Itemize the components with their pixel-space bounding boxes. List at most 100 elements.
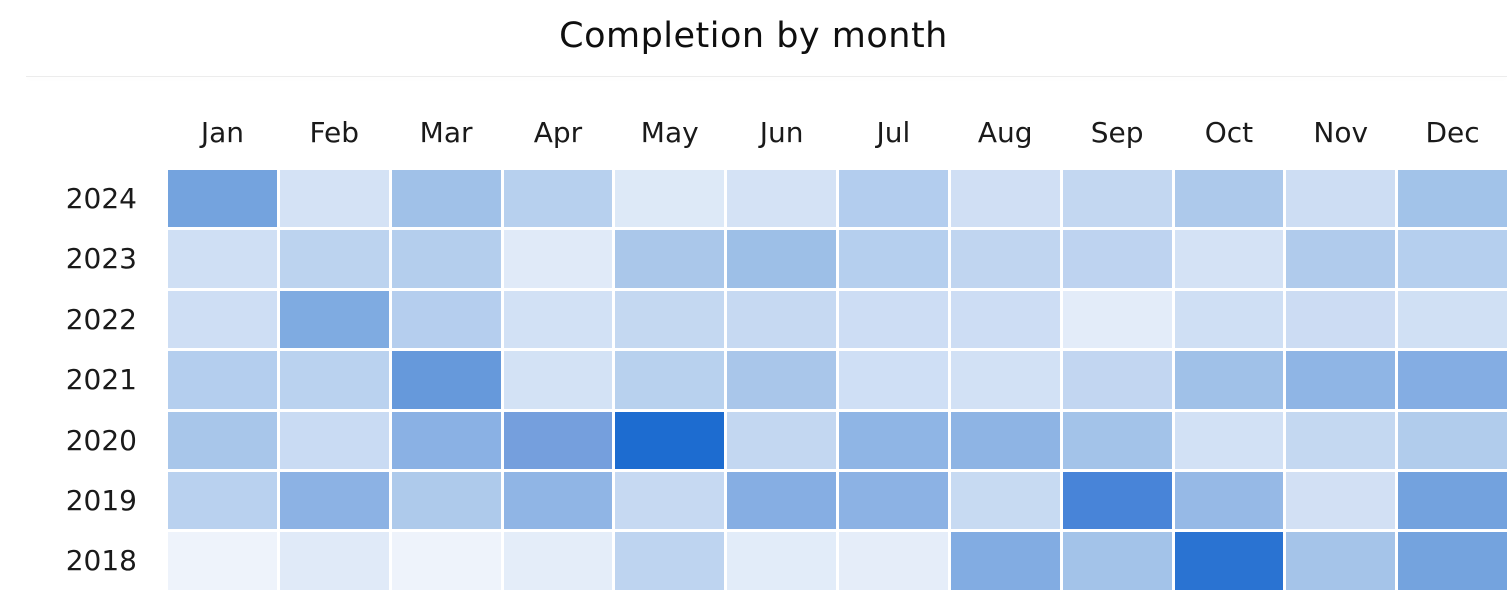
heatmap-cell (1286, 471, 1396, 530)
heatmap-cell (839, 170, 948, 228)
title-divider (26, 76, 1507, 77)
month-label: Dec (1425, 116, 1480, 149)
heatmap-cell (950, 351, 1060, 409)
heatmap-cell (1398, 230, 1507, 288)
heatmap-cell (1174, 471, 1284, 530)
heatmap-cell (391, 230, 501, 288)
heatmap-cell (615, 351, 725, 409)
heatmap-cell (1174, 411, 1284, 469)
heatmap-cell (1174, 532, 1284, 590)
heatmap-cell (615, 471, 725, 530)
heatmap-cell (1398, 532, 1507, 590)
year-label: 2019 (65, 483, 137, 517)
heatmap-cell (1286, 411, 1396, 469)
month-label: Feb (309, 116, 360, 149)
heatmap-cell (279, 230, 389, 288)
heatmap-grid (168, 170, 1507, 590)
heatmap-cell (1398, 170, 1507, 228)
heatmap-cell (391, 471, 501, 530)
year-label: 2018 (65, 544, 137, 578)
heatmap-cell (727, 170, 836, 228)
heatmap-cell (1286, 351, 1396, 409)
heatmap-cell (168, 290, 277, 349)
month-header-row: Jan Feb Mar Apr May Jun Jul Aug Sep Oct Nov Dec (168, 110, 1507, 156)
heatmap-cell (727, 290, 836, 349)
heatmap-cell (168, 170, 277, 228)
heatmap-cell (279, 170, 389, 228)
heatmap-cell (279, 471, 389, 530)
month-label: Apr (533, 116, 583, 149)
heatmap-cell (279, 351, 389, 409)
heatmap-cell (391, 532, 501, 590)
heatmap-cell (168, 471, 277, 530)
heatmap-cell (1398, 351, 1507, 409)
heatmap-cell (950, 170, 1060, 228)
heatmap-cell (839, 230, 948, 288)
heatmap-cell (1286, 532, 1396, 590)
heatmap-cell (950, 411, 1060, 469)
month-label: Mar (419, 116, 473, 149)
heatmap-cell (839, 351, 948, 409)
heatmap-cell (727, 230, 836, 288)
year-label: 2022 (65, 302, 137, 336)
heatmap-cell (839, 411, 948, 469)
heatmap-cell (503, 532, 613, 590)
heatmap-cell (727, 471, 836, 530)
heatmap-cell (1062, 532, 1172, 590)
heatmap-cell (1062, 230, 1172, 288)
month-label: Oct (1204, 116, 1254, 149)
heatmap-cell (1398, 411, 1507, 469)
heatmap-cell (1062, 290, 1172, 349)
heatmap-cell (615, 170, 725, 228)
heatmap-cell (503, 471, 613, 530)
heatmap-cell (1286, 290, 1396, 349)
heatmap-cell (615, 532, 725, 590)
heatmap-cell (503, 290, 613, 349)
heatmap-cell (168, 230, 277, 288)
heatmap-cell (950, 471, 1060, 530)
heatmap-cell (168, 411, 277, 469)
heatmap-cell (727, 532, 836, 590)
heatmap-cell (839, 532, 948, 590)
heatmap-cell (279, 532, 389, 590)
heatmap-cell (391, 411, 501, 469)
heatmap-cell (279, 290, 389, 349)
heatmap-cell (1174, 351, 1284, 409)
heatmap-cell (391, 351, 501, 409)
year-label: 2023 (65, 242, 137, 276)
heatmap-cell (279, 411, 389, 469)
heatmap-cell (391, 290, 501, 349)
heatmap-cell (1174, 290, 1284, 349)
month-label: Sep (1090, 116, 1144, 149)
heatmap-cell (1398, 290, 1507, 349)
heatmap-cell (1062, 411, 1172, 469)
heatmap-cell (391, 170, 501, 228)
heatmap-cell (950, 532, 1060, 590)
heatmap-cell (839, 471, 948, 530)
page-title: Completion by month (559, 16, 948, 56)
heatmap-cell (727, 351, 836, 409)
year-labels: 2024 2023 2022 2021 2020 2019 2018 (0, 170, 150, 590)
heatmap-cell (1062, 351, 1172, 409)
heatmap-cell (1398, 471, 1507, 530)
heatmap-cell (950, 290, 1060, 349)
heatmap-cell (615, 411, 725, 469)
year-label: 2024 (65, 182, 137, 215)
heatmap-cell (168, 351, 277, 409)
month-label: Jul (876, 116, 911, 149)
month-label: Jan (200, 116, 244, 149)
month-label: Aug (977, 116, 1033, 149)
heatmap-cell (615, 230, 725, 288)
heatmap-cell (168, 532, 277, 590)
heatmap-cell (615, 290, 725, 349)
heatmap-cell (1174, 170, 1284, 228)
month-label: Nov (1313, 116, 1369, 149)
heatmap-cell (503, 230, 613, 288)
heatmap-cell (503, 170, 613, 228)
heatmap-cell (950, 230, 1060, 288)
heatmap-cell (503, 411, 613, 469)
year-label: 2020 (65, 423, 137, 457)
heatmap-cell (839, 290, 948, 349)
heatmap-cell (1062, 471, 1172, 530)
year-label: 2021 (65, 363, 137, 397)
